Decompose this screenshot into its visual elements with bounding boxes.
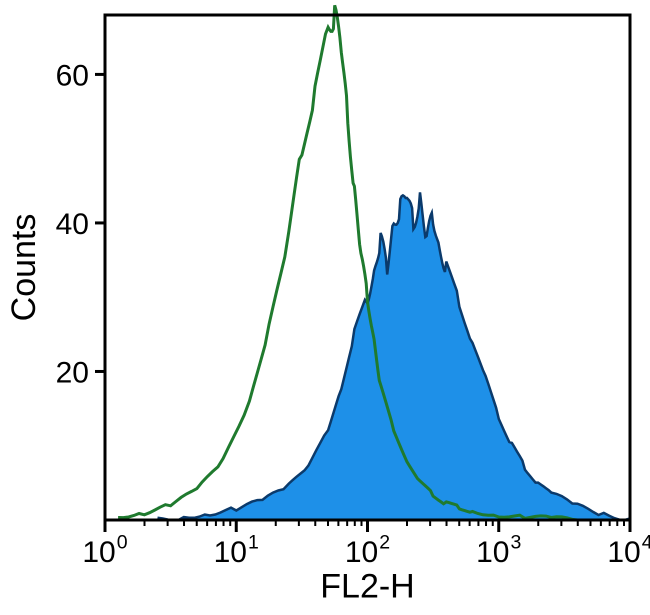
- y-axis-label: Counts: [5, 214, 43, 322]
- flow-cytometry-histogram: 20 40 60 100 101 102 103 104 Counts FL2-H: [0, 0, 650, 615]
- x-axis-ticks: 100 101 102 103 104: [82, 520, 650, 569]
- x-tick-label: 100: [82, 532, 127, 570]
- y-tick-label: 60: [56, 59, 89, 92]
- x-tick-label: 104: [607, 532, 650, 570]
- x-axis-label: FL2-H: [320, 568, 414, 606]
- x-tick-label: 101: [214, 532, 259, 570]
- y-tick-label: 40: [56, 208, 89, 241]
- x-tick-label: 103: [476, 532, 521, 570]
- x-tick-label: 102: [345, 532, 390, 570]
- y-tick-label: 20: [56, 356, 89, 389]
- chart-svg: 20 40 60 100 101 102 103 104 Counts FL2-H: [0, 0, 650, 615]
